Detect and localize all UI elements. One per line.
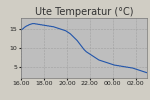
Title: Ute Temperatur (°C): Ute Temperatur (°C)	[35, 7, 133, 17]
